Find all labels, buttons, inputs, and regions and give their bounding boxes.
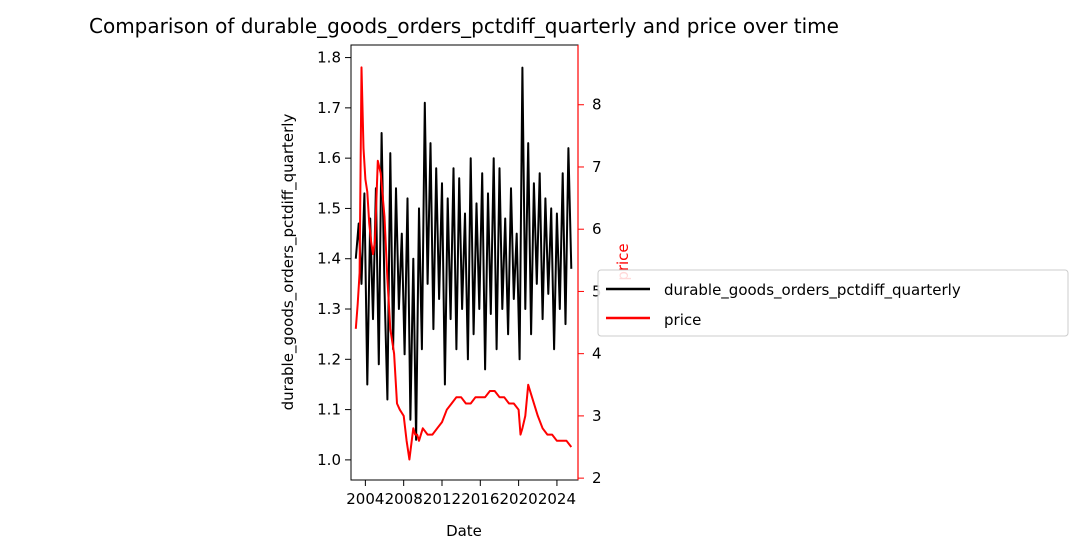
y-left-tick-label: 1.1 (317, 401, 341, 419)
y-left-axis-label: durable_goods_orders_pctdiff_quarterly (279, 114, 298, 411)
y-right-tick-label: 2 (592, 469, 602, 487)
x-tick-label: 2020 (500, 490, 538, 508)
y-right-tick-label: 5 (592, 282, 602, 300)
x-tick-label: 2024 (538, 490, 576, 508)
x-tick-label: 2008 (385, 490, 423, 508)
x-tick-label: 2016 (461, 490, 499, 508)
legend: durable_goods_orders_pctdiff_quarterly p… (597, 269, 1069, 337)
y-left-axis-ticks: 1.0 1.1 1.2 1.3 1.4 1.5 1.6 1.7 1.8 (317, 49, 351, 469)
y-left-tick-label: 1.3 (317, 300, 341, 318)
x-tick-label: 2012 (423, 490, 461, 508)
y-left-tick-label: 1.8 (317, 49, 341, 67)
y-right-tick-label: 3 (592, 407, 602, 425)
legend-label-durable: durable_goods_orders_pctdiff_quarterly (664, 281, 961, 300)
y-left-tick-label: 1.7 (317, 99, 341, 117)
y-left-tick-label: 1.0 (317, 451, 341, 469)
legend-box (597, 269, 1069, 337)
y-right-tick-label: 4 (592, 345, 602, 363)
chart-title: Comparison of durable_goods_orders_pctdi… (89, 14, 839, 38)
plot-series (354, 66, 573, 461)
y-left-tick-label: 1.6 (317, 149, 341, 167)
series-line-price (354, 66, 573, 461)
y-right-tick-label: 8 (592, 96, 602, 114)
series-line-durable (354, 66, 573, 441)
x-axis-ticks: 2004 2008 2012 2016 2020 2024 (346, 480, 576, 508)
y-left-tick-label: 1.2 (317, 350, 341, 368)
y-right-axis-ticks: 2 3 4 5 6 7 8 (578, 96, 602, 487)
y-left-tick-label: 1.4 (317, 250, 341, 268)
x-tick-label: 2004 (346, 490, 384, 508)
x-axis-label: Date (446, 522, 482, 540)
y-right-tick-label: 6 (592, 220, 602, 238)
y-right-tick-label: 7 (592, 158, 602, 176)
legend-label-price: price (664, 311, 701, 329)
y-left-tick-label: 1.5 (317, 199, 341, 217)
